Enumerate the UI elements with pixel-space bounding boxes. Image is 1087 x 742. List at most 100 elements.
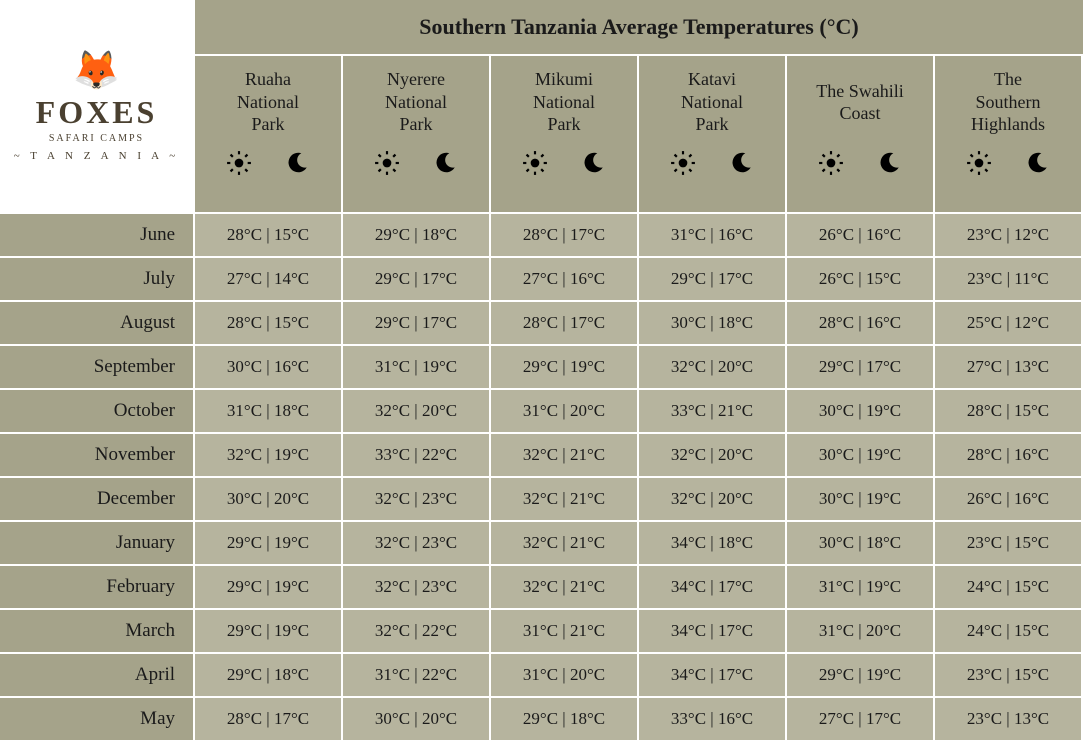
temperature-cell: 29°C | 18°C (491, 698, 639, 742)
temperature-cell: 30°C | 18°C (787, 522, 935, 566)
day-night-icons (201, 150, 335, 183)
temperature-cell: 30°C | 18°C (639, 302, 787, 346)
brand-name: FOXES (14, 94, 179, 131)
temperature-cell: 27°C | 13°C (935, 346, 1083, 390)
fox-illustration: 🦊 (14, 52, 179, 90)
month-label: May (0, 698, 195, 742)
brand-sub: SAFARI CAMPS (14, 133, 179, 144)
location-name: The Swahili Coast (793, 66, 927, 138)
temperature-cell: 23°C | 11°C (935, 258, 1083, 302)
temperature-cell: 28°C | 15°C (195, 214, 343, 258)
temperature-cell: 23°C | 13°C (935, 698, 1083, 742)
month-label: April (0, 654, 195, 698)
temperature-cell: 31°C | 20°C (491, 654, 639, 698)
moon-icon (728, 150, 754, 183)
temperature-cell: 29°C | 19°C (195, 610, 343, 654)
temperature-cell: 29°C | 17°C (639, 258, 787, 302)
temperature-cell: 28°C | 15°C (935, 390, 1083, 434)
temperature-cell: 32°C | 21°C (491, 566, 639, 610)
location-name: Ruaha National Park (201, 66, 335, 138)
moon-icon (876, 150, 902, 183)
month-label: December (0, 478, 195, 522)
location-header: Katavi National Park (639, 56, 787, 214)
temperature-cell: 23°C | 12°C (935, 214, 1083, 258)
month-label: July (0, 258, 195, 302)
temperature-cell: 27°C | 17°C (787, 698, 935, 742)
temperature-cell: 26°C | 15°C (787, 258, 935, 302)
temperature-cell: 28°C | 16°C (787, 302, 935, 346)
temperature-cell: 34°C | 17°C (639, 566, 787, 610)
temperature-cell: 28°C | 16°C (935, 434, 1083, 478)
temperature-cell: 29°C | 19°C (195, 522, 343, 566)
temperature-cell: 32°C | 20°C (639, 478, 787, 522)
temperature-cell: 31°C | 19°C (343, 346, 491, 390)
temperature-cell: 30°C | 19°C (787, 434, 935, 478)
table-title: Southern Tanzania Average Temperatures (… (195, 0, 1083, 56)
temperature-cell: 29°C | 18°C (195, 654, 343, 698)
temperature-cell: 28°C | 17°C (195, 698, 343, 742)
temperature-cell: 31°C | 22°C (343, 654, 491, 698)
brand-country: ~ T A N Z A N I A ~ (14, 150, 179, 162)
temperature-cell: 29°C | 19°C (195, 566, 343, 610)
month-label: June (0, 214, 195, 258)
location-header: Nyerere National Park (343, 56, 491, 214)
temperature-cell: 32°C | 19°C (195, 434, 343, 478)
temperature-cell: 24°C | 15°C (935, 610, 1083, 654)
temperature-cell: 26°C | 16°C (787, 214, 935, 258)
location-header: Mikumi National Park (491, 56, 639, 214)
temperature-cell: 27°C | 16°C (491, 258, 639, 302)
temperature-cell: 32°C | 23°C (343, 566, 491, 610)
sun-icon (818, 150, 844, 183)
day-night-icons (497, 150, 631, 183)
temperature-cell: 30°C | 19°C (787, 478, 935, 522)
temperature-cell: 32°C | 23°C (343, 522, 491, 566)
temperature-cell: 32°C | 23°C (343, 478, 491, 522)
month-label: March (0, 610, 195, 654)
temperature-cell: 30°C | 16°C (195, 346, 343, 390)
temperature-cell: 32°C | 22°C (343, 610, 491, 654)
temperature-cell: 28°C | 15°C (195, 302, 343, 346)
month-label: September (0, 346, 195, 390)
temperature-cell: 32°C | 21°C (491, 434, 639, 478)
temperature-cell: 29°C | 17°C (343, 302, 491, 346)
month-label: February (0, 566, 195, 610)
temperature-cell: 34°C | 17°C (639, 654, 787, 698)
month-label: November (0, 434, 195, 478)
location-header: The Swahili Coast (787, 56, 935, 214)
temperature-cell: 25°C | 12°C (935, 302, 1083, 346)
day-night-icons (941, 150, 1075, 183)
temperature-cell: 26°C | 16°C (935, 478, 1083, 522)
day-night-icons (349, 150, 483, 183)
moon-icon (432, 150, 458, 183)
temperature-cell: 34°C | 18°C (639, 522, 787, 566)
temperature-cell: 33°C | 16°C (639, 698, 787, 742)
temperature-cell: 23°C | 15°C (935, 654, 1083, 698)
temperature-cell: 29°C | 18°C (343, 214, 491, 258)
temperature-cell: 31°C | 21°C (491, 610, 639, 654)
moon-icon (1024, 150, 1050, 183)
temperature-cell: 31°C | 20°C (787, 610, 935, 654)
location-header: The Southern Highlands (935, 56, 1083, 214)
temperature-cell: 30°C | 20°C (343, 698, 491, 742)
month-label: January (0, 522, 195, 566)
temperature-cell: 32°C | 20°C (343, 390, 491, 434)
temperature-cell: 29°C | 17°C (343, 258, 491, 302)
temperature-cell: 32°C | 21°C (491, 478, 639, 522)
location-name: Mikumi National Park (497, 66, 631, 138)
temperature-cell: 28°C | 17°C (491, 302, 639, 346)
sun-icon (226, 150, 252, 183)
moon-icon (284, 150, 310, 183)
sun-icon (966, 150, 992, 183)
temperature-cell: 30°C | 19°C (787, 390, 935, 434)
month-label: October (0, 390, 195, 434)
day-night-icons (793, 150, 927, 183)
temperature-cell: 33°C | 22°C (343, 434, 491, 478)
temperature-cell: 28°C | 17°C (491, 214, 639, 258)
temperature-cell: 29°C | 19°C (491, 346, 639, 390)
brand-logo-cell: 🦊 FOXES SAFARI CAMPS ~ T A N Z A N I A ~ (0, 0, 195, 214)
temperature-cell: 30°C | 20°C (195, 478, 343, 522)
location-header: Ruaha National Park (195, 56, 343, 214)
location-name: Nyerere National Park (349, 66, 483, 138)
month-label: August (0, 302, 195, 346)
sun-icon (374, 150, 400, 183)
